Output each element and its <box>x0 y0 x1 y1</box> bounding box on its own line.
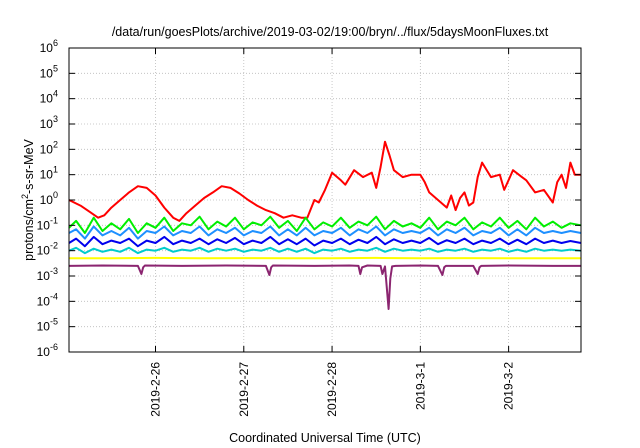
y-tick-label: 10-1 <box>37 215 58 232</box>
x-axis: 2019-2-26 2019-2-27 2019-2-28 2019-3-1 2019-… <box>149 48 516 417</box>
x-tick-label: 2019-3-1 <box>413 362 427 410</box>
y-tick-label: 100 <box>40 190 58 207</box>
series-line-5 <box>68 246 582 255</box>
y-tick-label: 10-2 <box>37 241 58 258</box>
x-tick-label: 2019-2-26 <box>149 362 163 417</box>
x-tick-label: 2019-2-28 <box>325 362 339 417</box>
y-tick-label: 102 <box>40 139 58 156</box>
y-axis-label-main: protons/cm <box>22 199 36 261</box>
y-tick-label: 106 <box>40 38 58 55</box>
y-tick-label: 10-3 <box>37 266 58 283</box>
grid-lines <box>69 48 581 352</box>
y-tick-label: 103 <box>40 114 58 131</box>
y-axis: 10-6 10-5 10-4 10-3 10-2 10-1 100 101 102 103 104 1… <box>37 38 581 359</box>
y-tick-label: 10-4 <box>37 291 58 308</box>
series-line-3 <box>68 225 582 240</box>
series-line-7 <box>68 264 581 310</box>
series-line-2 <box>68 215 582 234</box>
x-tick-label: 2019-2-27 <box>237 362 251 417</box>
series-line-1 <box>68 140 581 222</box>
chart-title: /data/run/goesPlots/archive/2019-03-02/1… <box>112 25 549 39</box>
y-tick-label: 10-6 <box>37 342 58 359</box>
y-tick-label: 101 <box>40 165 58 182</box>
y-tick-label: 105 <box>40 63 58 80</box>
x-axis-label: Coordinated Universal Time (UTC) <box>229 431 421 445</box>
y-axis-label-rest: -s-sr-MeV <box>22 138 36 194</box>
y-axis-label: protons/cm2-s-sr-MeV <box>20 138 36 260</box>
series-group <box>68 140 582 310</box>
series-line-4 <box>68 235 582 248</box>
y-tick-label: 10-5 <box>37 317 58 334</box>
y-axis-label-sup: 2 <box>20 194 30 199</box>
x-tick-label: 2019-3-2 <box>502 362 516 410</box>
y-tick-label: 104 <box>40 89 58 106</box>
